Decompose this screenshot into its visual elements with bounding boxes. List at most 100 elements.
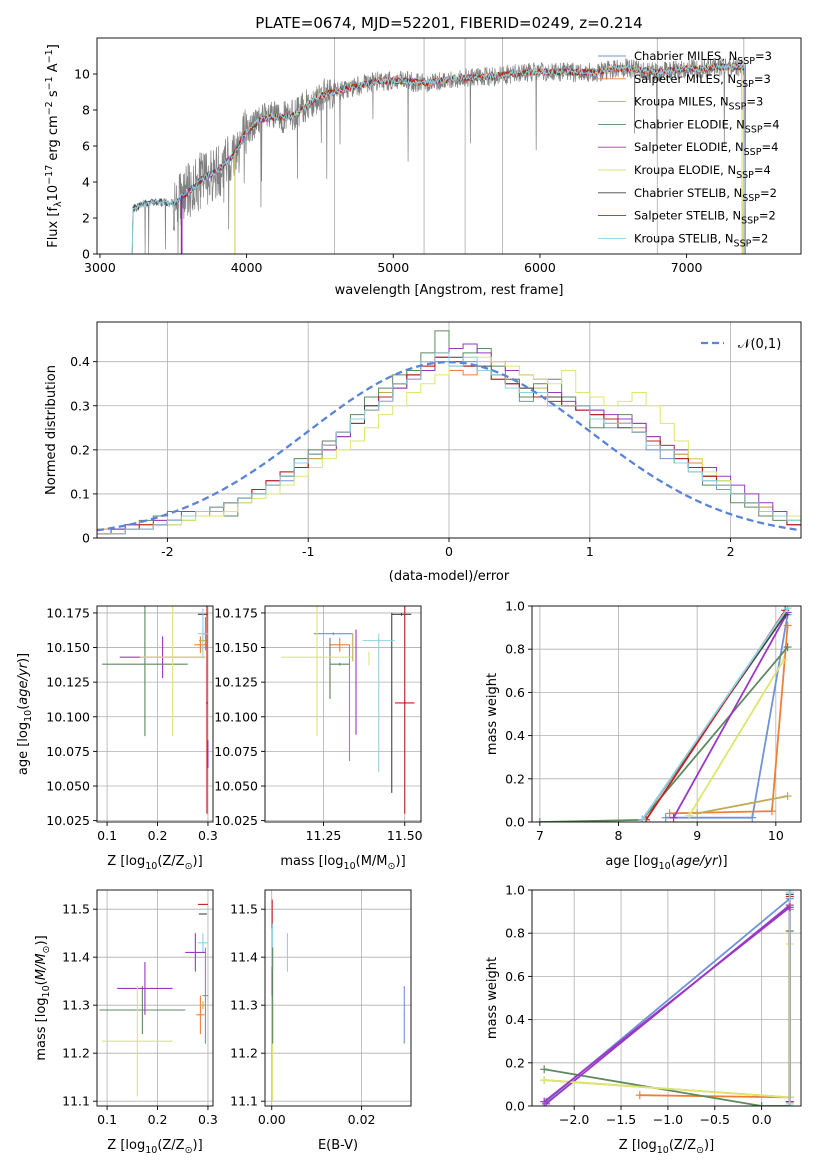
- y-axis-label-part: 10: [23, 710, 34, 722]
- y-axis-label-part: )]: [16, 653, 31, 663]
- x-tick-label: 11.50: [387, 828, 423, 843]
- legend-label-part: Salpeter MILES, N: [634, 72, 736, 86]
- y-tick-label: 11.1: [62, 1094, 90, 1109]
- model-spectrum-8: [131, 62, 746, 254]
- legend-label: Kroupa ELODIE, NSSP=4: [634, 163, 771, 181]
- y-axis-label: mass [log10(M/M⊙)]: [34, 935, 52, 1060]
- legend-label: Chabrier STELIB, NSSP=2: [634, 186, 777, 204]
- x-axis-label-part: ⊙: [185, 1145, 193, 1156]
- x-tick-label: 0.0: [752, 1112, 772, 1127]
- x-tick-label: 11.25: [306, 828, 342, 843]
- x-tick-label: 9: [693, 828, 701, 843]
- y-tick-label: 10.100: [214, 709, 258, 724]
- legend-label-part: =4: [761, 140, 778, 154]
- x-tick-label: 0.1: [97, 828, 117, 843]
- legend-label-part: Kroupa STELIB, N: [634, 231, 734, 245]
- y-tick-label: 10.050: [46, 779, 90, 794]
- y-tick-label: 0.0: [505, 1099, 525, 1114]
- legend-label: Chabrier MILES, NSSP=3: [634, 49, 772, 67]
- x-tick-label: 4000: [231, 260, 263, 275]
- y-axis-label-part: erg cm: [46, 115, 61, 164]
- x-axis-label-part: 10: [657, 1145, 669, 1156]
- y-tick-label: 0.4: [70, 354, 90, 369]
- legend-label-part: =4: [754, 163, 771, 177]
- y-tick-label: 0: [82, 247, 90, 262]
- y-tick-label: 11.3: [230, 998, 258, 1013]
- x-axis-label-part: (Z/Z: [157, 1138, 184, 1153]
- x-axis-label-part: )]: [193, 854, 203, 869]
- legend-label-part: Salpeter ELODIE, N: [634, 140, 744, 154]
- y-tick-label: 1.0: [505, 883, 525, 898]
- y-tick-label: 0: [82, 531, 90, 546]
- y-tick-label: 11.2: [230, 1046, 258, 1061]
- panel-residuals: -2 -1 0 1 2 0 0.1 0.2 0.3 0.4 (data-model)/error No…: [44, 321, 802, 584]
- y-axis-label-part: A: [46, 63, 61, 76]
- x-axis-label-part: Z [log: [619, 1138, 657, 1153]
- y-axis-label: Flux [fλ10−17 erg cm−2 s−1 A−1]: [44, 44, 64, 248]
- legend-label-part: SSP: [729, 102, 747, 113]
- axes-frame: [96, 605, 214, 823]
- panel-age_vs_Z: 0.1 0.2 0.3 10.025 10.050 10.075 10.100 10.125 1…: [16, 605, 218, 872]
- panel-mass_vs_ebv: 0.00 0.02 11.1 11.2 11.3 11.4 11.5 E(B-V): [230, 889, 412, 1153]
- legend-label: Chabrier ELODIE, NSSP=4: [634, 117, 780, 135]
- x-tick-label: 0.2: [148, 828, 168, 843]
- legend-label-part: =3: [755, 49, 772, 63]
- weight-line-3: [539, 646, 789, 822]
- x-axis-label: age [log10(age/yr)]: [605, 854, 727, 872]
- y-tick-label: 11.4: [62, 950, 90, 965]
- y-tick-label: 10.075: [214, 744, 258, 759]
- x-axis-label-part: Z [log: [107, 1138, 145, 1153]
- x-tick-label: 6000: [524, 260, 556, 275]
- x-tick-label: 0.02: [348, 1112, 376, 1127]
- legend-label: Kroupa STELIB, NSSP=2: [634, 231, 768, 249]
- y-tick-label: 2: [82, 211, 90, 226]
- x-axis-label-part: )]: [704, 1138, 714, 1153]
- weight-line-2: [697, 795, 788, 815]
- y-axis-label: age [log10(age/yr)]: [16, 653, 34, 775]
- y-tick-label: 11.2: [62, 1046, 90, 1061]
- y-tick-label: 11.4: [230, 950, 258, 965]
- axes-frame: [264, 889, 412, 1107]
- model-spectrum-7: [180, 63, 746, 254]
- y-tick-label: 10.025: [214, 813, 258, 828]
- y-tick-label: 10.125: [46, 675, 90, 690]
- y-axis-label-part: −1: [44, 49, 55, 63]
- x-tick-label: 0: [445, 544, 453, 559]
- x-tick-label: 0.3: [198, 1112, 218, 1127]
- legend-label-part: SSP: [744, 147, 762, 158]
- x-axis-label-part: Z [log: [107, 854, 145, 869]
- legend-label-part: Chabrier MILES, N: [634, 49, 737, 63]
- plot-area: [97, 322, 801, 538]
- x-tick-label: −2.0: [559, 1112, 589, 1127]
- legend-label-part: =3: [746, 95, 763, 109]
- y-tick-label: 10.050: [214, 779, 258, 794]
- y-tick-label: 6: [82, 139, 90, 154]
- x-tick-label: 3000: [84, 260, 116, 275]
- legend-label-part: SSP: [737, 56, 755, 67]
- y-axis-label-part: ]: [46, 44, 61, 49]
- weight-line-3: [544, 931, 791, 1106]
- plot-area: [265, 606, 421, 822]
- y-tick-label: 11.5: [62, 902, 90, 917]
- x-axis-label-part: ⊙: [696, 1145, 704, 1156]
- y-tick-label: 0.1: [70, 486, 90, 501]
- plot-area: [97, 606, 213, 822]
- x-tick-label: −1.5: [606, 1112, 636, 1127]
- y-tick-label: 0.6: [505, 969, 525, 984]
- x-axis-label-part: 10: [344, 861, 356, 872]
- y-axis-label-part: 10: [41, 985, 52, 997]
- x-tick-label: −1.0: [653, 1112, 683, 1127]
- x-tick-label: 10: [768, 828, 784, 843]
- y-tick-label: 10.150: [46, 640, 90, 655]
- y-axis-label-part: 10: [46, 185, 61, 202]
- x-axis-label-part: )]: [717, 854, 727, 869]
- y-axis-label: Normed distribution: [44, 365, 59, 495]
- legend-label-part: Chabrier ELODIE, N: [634, 117, 745, 131]
- legend-label-part: Kroupa ELODIE, N: [634, 163, 736, 177]
- y-tick-label: 0.2: [70, 442, 90, 457]
- model-spectrum-5: [234, 62, 743, 254]
- y-tick-label: 0.3: [70, 398, 90, 413]
